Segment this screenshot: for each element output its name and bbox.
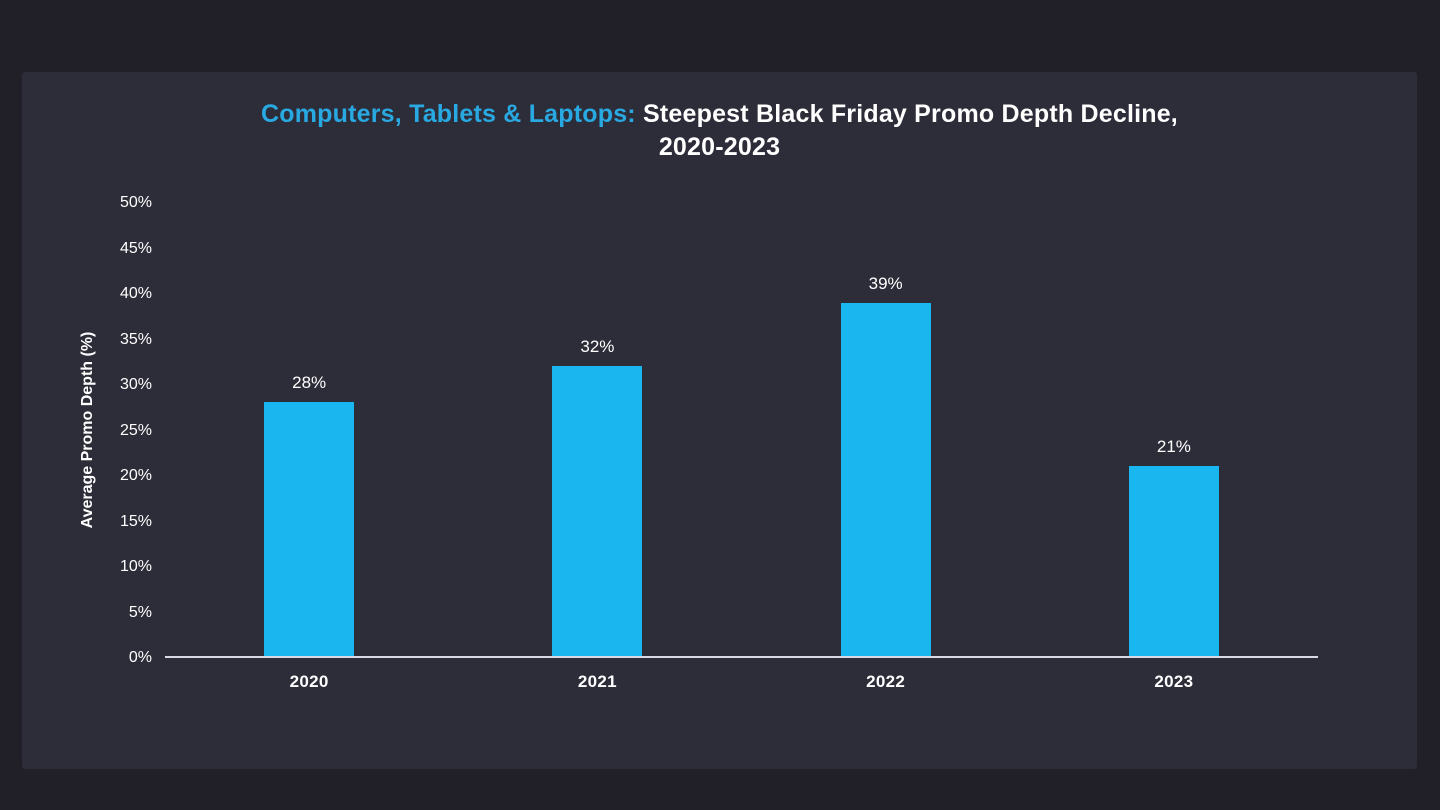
x-axis-label-2020: 2020 (289, 672, 329, 691)
x-axis-labels: 2020 2021 2022 2023 (165, 672, 1318, 692)
y-tick-label: 50% (119, 194, 152, 211)
x-axis-label-2021: 2021 (577, 672, 617, 691)
chart-title-main: Steepest Black Friday Promo Depth Declin… (643, 100, 1178, 128)
y-tick-label: 15% (119, 512, 152, 530)
y-tick-label: 25% (119, 421, 152, 439)
bar-value-label: 39% (868, 273, 903, 293)
chart-title-year-range: 2020-2023 (658, 133, 781, 161)
y-tick-label: 40% (119, 285, 152, 302)
bar-2021 (552, 366, 643, 656)
y-tick-label: 45% (119, 239, 152, 257)
bar-group-2023: 21% (1030, 203, 1318, 656)
bar-value-label: 32% (580, 337, 615, 357)
bar-value-label: 21% (1156, 436, 1191, 456)
bar-group-2020: 28% (165, 203, 453, 656)
bar-2022 (840, 302, 931, 656)
chart-title-highlight: Computers, Tablets & Laptops: (261, 100, 636, 128)
y-tick-label: 10% (119, 558, 152, 575)
bar-group-2021: 32% (453, 203, 741, 656)
x-axis-label-2022: 2022 (866, 672, 906, 691)
y-tick-label: 30% (119, 376, 152, 393)
bar-value-label: 28% (292, 373, 327, 393)
chart-title: Computers, Tablets & Laptops: Steepest B… (22, 98, 1417, 164)
y-tick-label: 5% (128, 603, 152, 621)
y-axis-ticks: 0% 5% 10% 15% 20% 25% 30% 35% 40% 45% 50% (22, 194, 152, 666)
bar-2023 (1128, 465, 1219, 656)
y-tick-label: 0% (128, 649, 152, 666)
plot-area: 28% 32% 39% 21% (165, 203, 1318, 658)
bar-group-2022: 39% (742, 203, 1030, 656)
y-tick-label: 35% (119, 330, 152, 348)
y-tick-label: 20% (119, 467, 152, 484)
chart-panel: Computers, Tablets & Laptops: Steepest B… (22, 72, 1417, 769)
bar-2020 (264, 402, 355, 656)
x-axis-label-2023: 2023 (1154, 672, 1194, 691)
